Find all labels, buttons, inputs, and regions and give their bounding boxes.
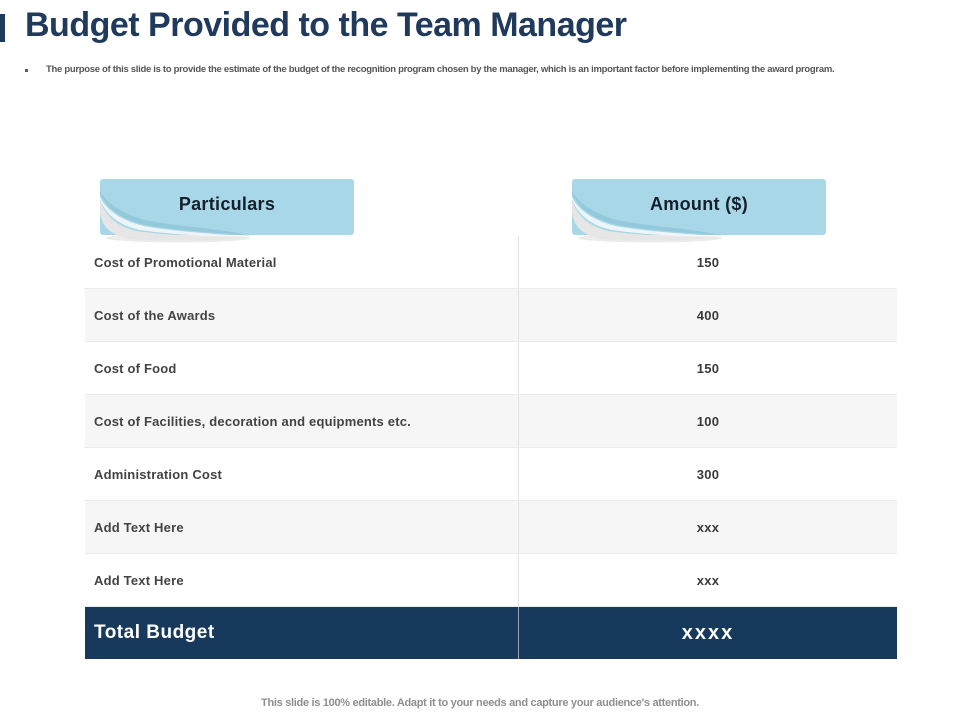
row-amount: xxx (518, 501, 897, 553)
table-row: Add Text Here xxx (85, 554, 897, 607)
row-amount: 150 (518, 236, 897, 288)
total-amount: xxxx (518, 607, 897, 659)
bullet-point: The purpose of this slide is to provide … (25, 64, 950, 75)
ribbon-page-curl-graphic (572, 179, 826, 243)
row-amount: 300 (518, 448, 897, 500)
table-header: Particulars Amount ($) (85, 179, 897, 243)
row-particulars: Cost of Food (94, 360, 177, 376)
column-header-amount-label: Amount ($) (650, 194, 748, 214)
total-label: Total Budget (94, 622, 215, 643)
table-row: Cost of the Awards 400 (85, 289, 897, 342)
row-particulars: Add Text Here (94, 572, 184, 588)
bullet-icon (25, 69, 28, 72)
budget-table: Particulars Amount ($) Cost of Promotion… (85, 179, 897, 659)
title-accent-bar (0, 14, 5, 42)
row-amount: 100 (518, 395, 897, 447)
table-row: Add Text Here xxx (85, 501, 897, 554)
column-header-amount: Amount ($) (572, 179, 826, 243)
row-particulars: Cost of Facilities, decoration and equip… (94, 413, 411, 429)
slide-title: Budget Provided to the Team Manager (25, 6, 627, 44)
table-body: Cost of Promotional Material 150 Cost of t… (85, 236, 897, 607)
row-amount: 400 (518, 289, 897, 341)
bullet-text: The purpose of this slide is to provide … (46, 64, 835, 75)
ribbon-page-curl-graphic (100, 179, 354, 243)
total-row: Total Budget xxxx (85, 607, 897, 659)
column-header-particulars-label: Particulars (178, 194, 276, 214)
table-row: Cost of Food 150 (85, 342, 897, 395)
row-particulars: Administration Cost (94, 466, 223, 482)
row-particulars: Cost of the Awards (94, 307, 216, 323)
table-row: Cost of Promotional Material 150 (85, 236, 897, 289)
row-amount: xxx (518, 554, 897, 606)
table-row: Administration Cost 300 (85, 448, 897, 501)
row-particulars: Cost of Promotional Material (94, 254, 277, 270)
footer-note: This slide is 100% editable. Adapt it to… (261, 697, 699, 709)
row-amount: 150 (518, 342, 897, 394)
table-row: Cost of Facilities, decoration and equip… (85, 395, 897, 448)
column-header-particulars: Particulars (100, 179, 354, 243)
row-particulars: Add Text Here (94, 519, 184, 535)
